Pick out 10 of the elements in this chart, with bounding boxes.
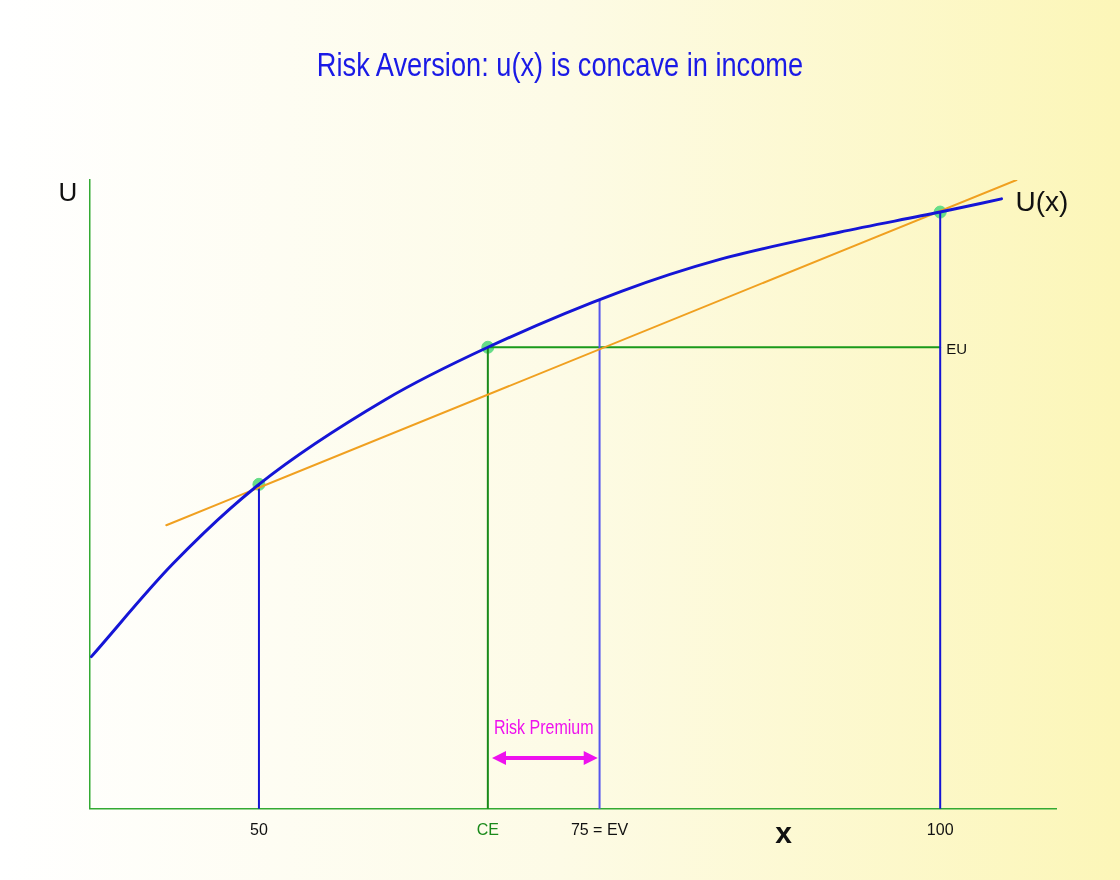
x-tick-label: 50 [250, 820, 268, 838]
x-tick-label: 100 [926, 820, 954, 838]
series-label: U(x) [1015, 185, 1069, 217]
annotation: EU [946, 340, 968, 358]
y-axis-title: U [58, 177, 78, 208]
annotation: Risk Premium [493, 716, 594, 739]
x-tick-label: 75 = EV [570, 820, 629, 838]
chart-title: Risk Aversion: u(x) is concave in income [315, 45, 805, 84]
x-tick-label: CE [476, 820, 499, 838]
x-axis-title: x [775, 816, 793, 850]
